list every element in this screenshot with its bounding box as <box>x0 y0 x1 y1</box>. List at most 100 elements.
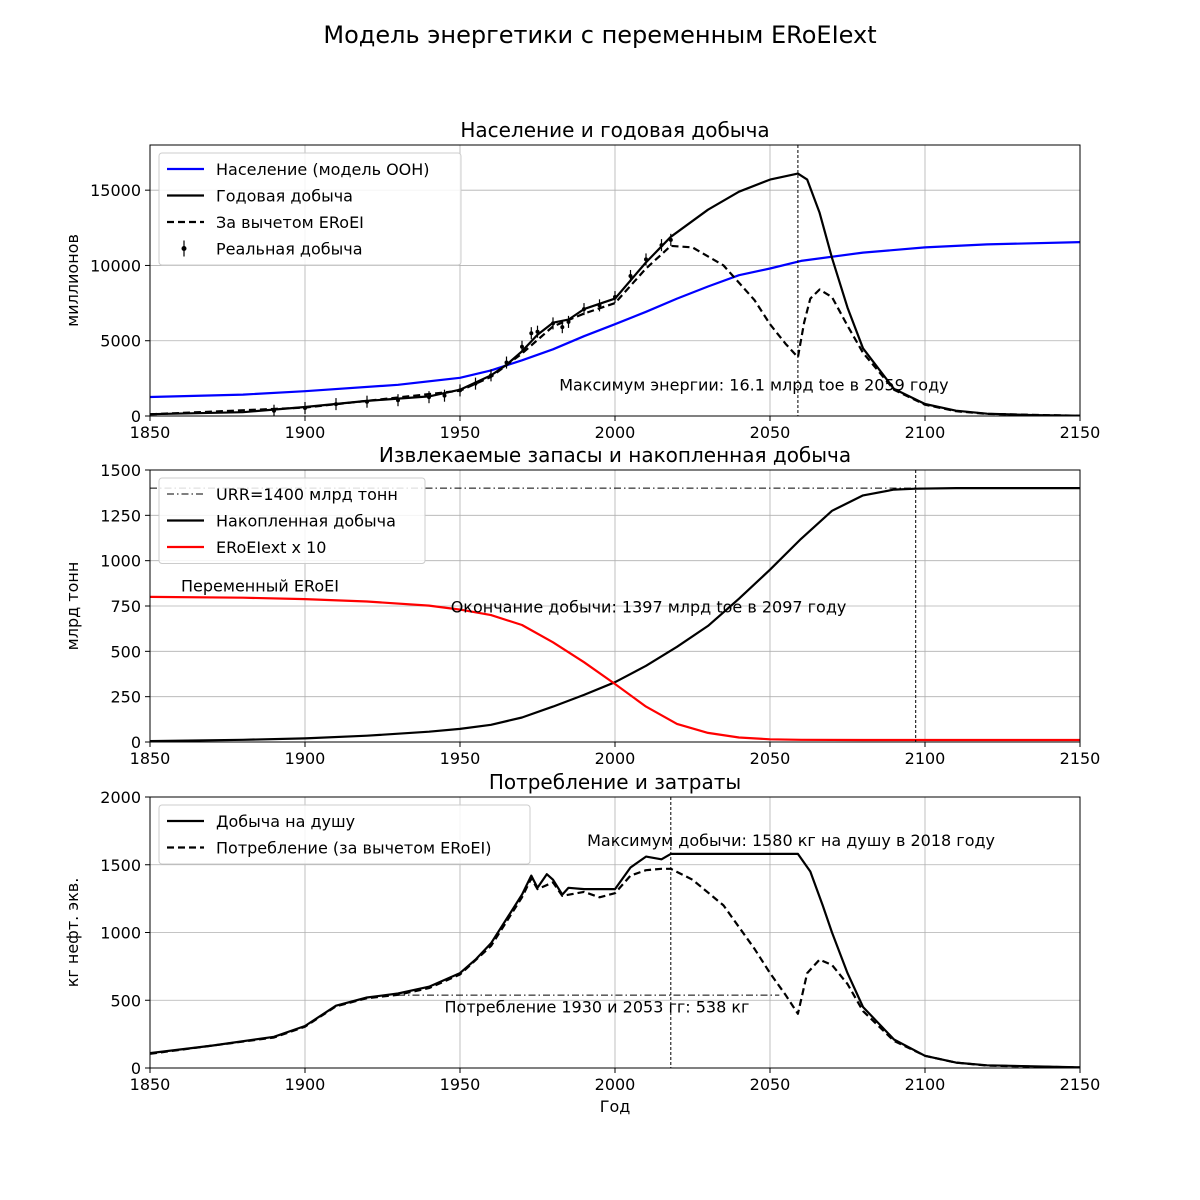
data-point <box>613 295 617 300</box>
x-tick-label: 2000 <box>595 1075 636 1094</box>
x-tick-label: 1900 <box>285 423 326 442</box>
y-tick-label: 0 <box>131 1059 141 1078</box>
panel-title: Население и годовая добыча <box>460 118 769 142</box>
y-tick-label: 15000 <box>90 181 141 200</box>
data-point <box>504 360 509 365</box>
data-point <box>303 406 307 411</box>
y-tick-label: 0 <box>131 733 141 752</box>
y-tick-label: 750 <box>110 597 141 616</box>
data-point <box>597 303 602 308</box>
y-tick-label: 2000 <box>100 788 141 807</box>
y-tick-label: 500 <box>110 991 141 1010</box>
legend-marker <box>181 246 187 251</box>
errorbar-series <box>272 233 673 416</box>
legend-box <box>158 804 531 865</box>
x-tick-label: 2100 <box>905 1075 946 1094</box>
data-point <box>582 307 586 312</box>
annotation: Максимум добычи: 1580 кг на душу в 2018 … <box>587 831 995 850</box>
annotation: Окончание добычи: 1397 млрд toe в 2097 г… <box>451 597 847 616</box>
y-tick-label: 1500 <box>100 856 141 875</box>
data-point <box>473 381 478 386</box>
data-point <box>560 325 565 330</box>
x-tick-label: 1950 <box>440 749 481 768</box>
y-tick-label: 1500 <box>100 461 141 480</box>
legend-label: ERoEIext x 10 <box>216 538 326 557</box>
y-tick-label: 1250 <box>100 506 141 525</box>
x-tick-label: 1850 <box>130 749 171 768</box>
legend: URR=1400 млрд тонн Накопленная добыча ERoE… <box>158 477 426 564</box>
x-tick-label: 2000 <box>595 423 636 442</box>
series-line-1 <box>150 852 1080 1068</box>
chart-panel-3: 1850 1900 1950 2000 2050 2100 2150 0 500 1000 1500… <box>63 770 1100 1116</box>
chart-panel-2: 1850 1900 1950 2000 2050 2100 2150 0 250 500 750 10… <box>63 443 1100 768</box>
x-tick-label: 2050 <box>750 423 791 442</box>
series-line-1 <box>150 241 1080 399</box>
plot-area <box>150 145 1080 416</box>
x-tick-label: 2000 <box>595 749 636 768</box>
legend: Население (модель ООН) Годовая добыча За в… <box>158 152 462 266</box>
data-point <box>272 408 276 413</box>
data-point <box>442 393 447 398</box>
y-tick-label: 10000 <box>90 256 141 275</box>
legend-label: Добыча на душу <box>216 812 355 831</box>
legend-label: Реальная добыча <box>216 240 363 259</box>
data-point <box>644 257 648 262</box>
data-point <box>489 373 493 378</box>
data-point <box>668 237 673 242</box>
x-tick-label: 1950 <box>440 423 481 442</box>
data-point <box>529 331 534 336</box>
x-tick-label: 2150 <box>1060 749 1101 768</box>
x-tick-label: 2100 <box>905 423 946 442</box>
x-tick-label: 1850 <box>130 423 171 442</box>
figure-title: Модель энергетики с переменным ERoEIext <box>323 21 876 49</box>
y-tick-label: 5000 <box>100 332 141 351</box>
series-line-2 <box>150 867 1080 1068</box>
data-point <box>659 243 664 248</box>
y-axis-label: кг нефт. экв. <box>63 878 82 988</box>
y-tick-label: 500 <box>110 642 141 661</box>
legend-box <box>158 152 462 266</box>
panels: 1850 1900 1950 2000 2050 2100 2150050001000015… <box>63 118 1100 1116</box>
y-axis-label: млрд тонн <box>63 562 82 651</box>
legend-label: Население (модель ООН) <box>216 160 430 179</box>
legend-label: Потребление (за вычетом ERoEI) <box>216 839 492 858</box>
legend-label: Годовая добыча <box>216 187 353 206</box>
annotation: Переменный ERoEI <box>181 576 339 595</box>
x-tick-label: 1950 <box>440 1075 481 1094</box>
plot-area <box>150 797 1080 1068</box>
x-tick-label: 2150 <box>1060 1075 1101 1094</box>
x-axis-label: Год <box>600 1097 631 1116</box>
x-tick-label: 2100 <box>905 749 946 768</box>
legend: Добыча на душу Потребление (за вычетом ER… <box>158 804 531 865</box>
data-point <box>365 399 369 404</box>
data-point <box>551 321 555 326</box>
data-point <box>334 402 338 407</box>
y-tick-label: 1000 <box>100 924 141 943</box>
chart-panel-1: 1850 1900 1950 2000 2050 2100 2150 0 5000 10000 15… <box>63 118 1100 442</box>
y-tick-label: 250 <box>110 688 141 707</box>
x-tick-label: 1900 <box>285 749 326 768</box>
legend-label: Накопленная добыча <box>216 512 396 531</box>
data-point <box>535 329 540 334</box>
legend-box <box>158 477 426 564</box>
x-tick-label: 1850 <box>130 1075 171 1094</box>
series-line-2 <box>150 487 1080 742</box>
plot-area <box>150 470 1080 742</box>
x-tick-label: 2050 <box>750 749 791 768</box>
x-tick-label: 1900 <box>285 1075 326 1094</box>
annotation: Максимум энергии: 16.1 млрд toe в 2059 г… <box>559 375 948 394</box>
series-line-3 <box>150 244 1080 416</box>
panel-title: Потребление и затраты <box>489 770 741 794</box>
data-point <box>628 273 633 278</box>
data-point <box>458 388 462 393</box>
data-point <box>520 344 524 349</box>
annotation: Потребление 1930 и 2053 гг: 538 кг <box>445 997 750 1016</box>
x-tick-label: 2050 <box>750 1075 791 1094</box>
series-line-3 <box>150 595 1080 742</box>
y-tick-label: 0 <box>131 407 141 426</box>
x-tick-label: 2150 <box>1060 423 1101 442</box>
panel-title: Извлекаемые запасы и накопленная добыча <box>379 443 851 467</box>
legend-label: За вычетом ERoEI <box>216 213 364 232</box>
data-point <box>427 395 431 400</box>
